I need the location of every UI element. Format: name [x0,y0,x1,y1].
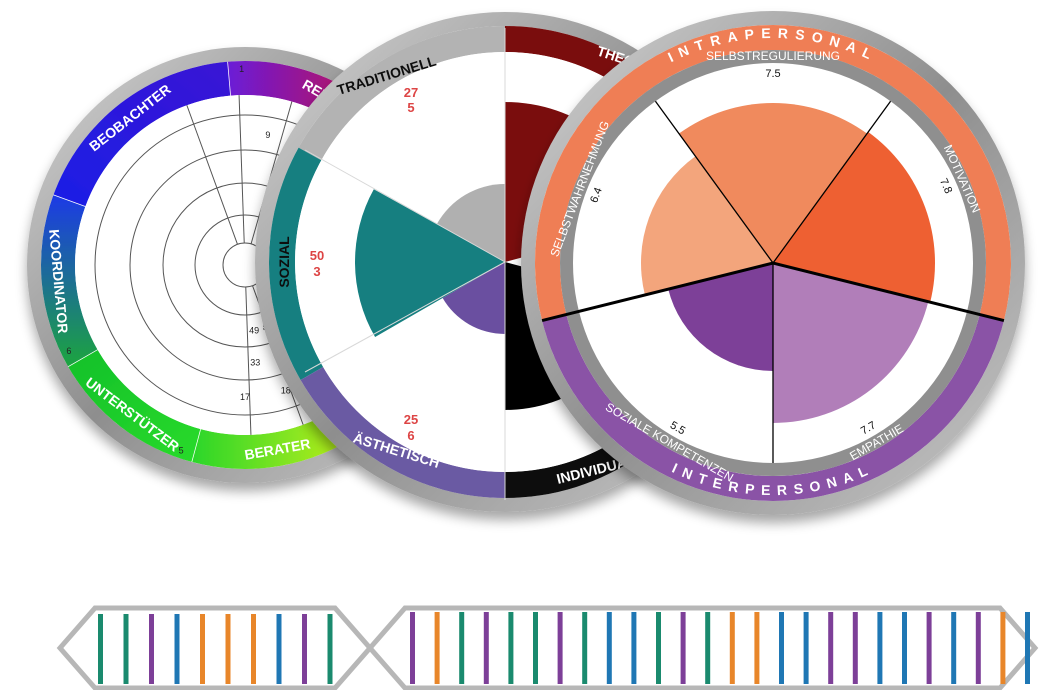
rank-traditionell: 5 [407,100,414,115]
barcode-stripe [951,612,957,684]
barcode-stripe [533,612,538,684]
barcode-stripe [975,612,981,684]
rank-sozial: 3 [313,264,320,279]
band-aesthetisch [300,367,505,498]
band-segment [53,61,231,207]
grid-spoke [186,105,238,245]
barcode-stripe [852,612,858,684]
sector-sozial [354,189,505,337]
band-traditionell [298,26,505,161]
grid-spoke [245,286,252,435]
segment-value: 7.8 [937,177,954,196]
barcode-stripe [606,612,612,684]
segment-count: 6 [66,346,71,356]
barcode-stripe [174,614,180,684]
segment-value: 6.4 [588,186,605,205]
small-colour-barcode [56,605,374,690]
barcode-stripe [410,612,415,684]
barcode-stripe [803,612,809,684]
rank-aesthetisch: 6 [407,428,414,443]
barcode-stripe [557,612,563,684]
emotional-intelligence-wheel-diagram: INTRAPERSONAL INTERPERSONAL SELBSTREGULI… [521,11,1025,515]
barcode-stripe [729,612,735,684]
band-segment [40,195,98,367]
band-sozial [269,147,324,380]
barcode-stripe [680,612,686,684]
grid-spoke [238,95,245,244]
grid-number: 18 [281,386,291,396]
barcode-stripe [705,612,711,684]
band-segment [68,350,202,463]
sector [678,102,868,263]
barcode-stripe [828,612,834,684]
barcode-stripe [631,612,637,684]
sector [668,263,773,371]
large-colour-barcode [366,605,1039,690]
value-sozial: 50 [310,248,324,263]
segment-count: 5 [179,445,184,455]
segment-value: 7.5 [765,68,780,80]
segment-count: 1 [239,64,244,74]
barcode-stripe [779,612,784,684]
value-traditionell: 27 [404,85,418,100]
barcode-stripe [902,612,907,684]
barcode-stripe [926,612,932,684]
interpersonal-band [542,314,1004,501]
sector-line [654,100,774,264]
barcode-stripe [434,612,440,684]
barcode-stripe [508,612,514,684]
barcode-stripe [200,614,205,684]
barcode-stripe [276,614,282,684]
barcode-stripe [754,612,760,684]
barcode-stripe [877,612,883,684]
barcode-stripe [1000,612,1006,684]
grid-number: 33 [250,357,260,367]
sector-aesthetisch [442,262,505,334]
barcode-stripe [459,612,465,684]
sector-traditionell [436,184,505,262]
barcode-stripe [1025,612,1030,684]
barcode-stripe [149,614,154,684]
barcode-stripe [123,614,129,684]
barcode-stripe [302,614,307,684]
grid-spoke [250,101,293,244]
label-sozial: SOZIAL [276,236,292,288]
grid-number: 17 [240,392,250,402]
grid-number: 49 [249,325,259,335]
barcode-stripe [483,612,489,684]
value-aesthetisch: 25 [404,412,418,427]
barcode-stripe [327,614,333,684]
barcode-stripe [225,614,231,684]
sector-line [772,100,892,264]
segment-label: SELBSTREGULIERUNG [706,49,840,63]
barcode-stripe [582,612,588,684]
barcode-stripe [251,614,256,684]
sector [773,263,929,423]
barcode-stripe [98,614,103,684]
barcode-stripe [656,612,661,684]
grid-number: 9 [265,130,270,140]
sector [773,131,936,303]
sector [641,156,773,295]
